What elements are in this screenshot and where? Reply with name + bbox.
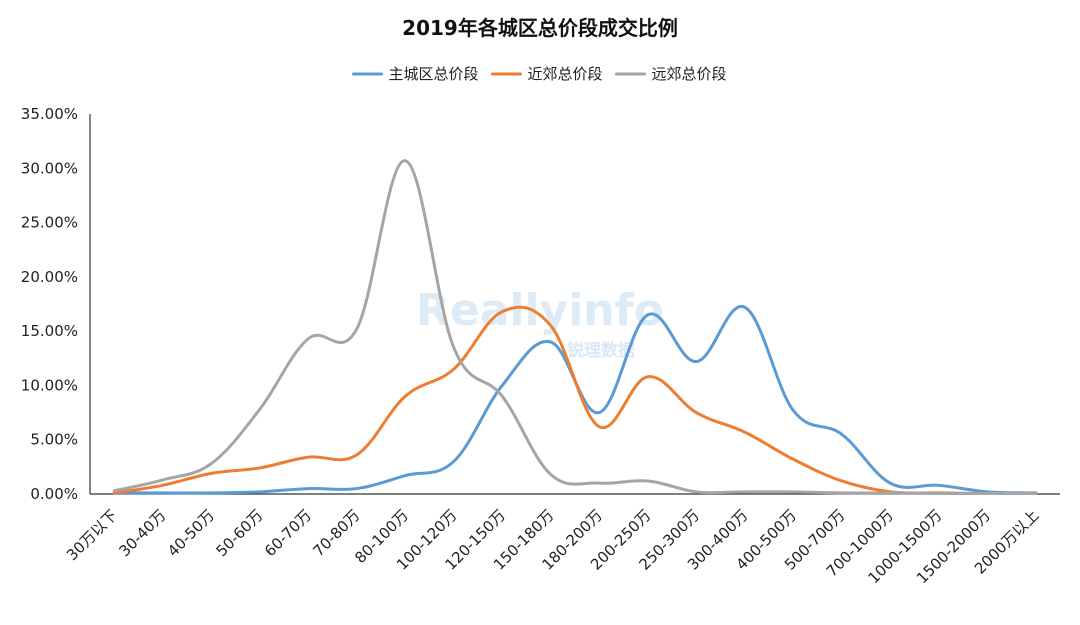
y-tick-label: 0.00% xyxy=(30,485,78,503)
series-line-3 xyxy=(112,159,1038,495)
legend-item: 近郊总价段 xyxy=(491,65,603,83)
x-tick-label: 50-60万 xyxy=(212,506,266,560)
y-tick-label: 25.00% xyxy=(21,214,78,232)
x-tick-label: 30-40万 xyxy=(115,506,169,560)
legend-label: 近郊总价段 xyxy=(528,65,603,83)
series-line-1 xyxy=(112,305,1038,495)
chart-title: 2019年各城区总价段成交比例 xyxy=(402,16,678,40)
legend-item: 主城区总价段 xyxy=(352,65,479,83)
watermark-subtext: 锐理数据 xyxy=(567,340,635,361)
x-tick-label: 60-70万 xyxy=(261,506,315,560)
y-tick-label: 20.00% xyxy=(21,268,78,286)
y-axis-ticks: 0.00% 5.00% 10.00% 15.00% 20.00% 25.00% 30.00%… xyxy=(21,105,78,503)
y-tick-label: 30.00% xyxy=(21,159,78,177)
y-tick-label: 5.00% xyxy=(30,431,78,449)
legend-label: 远郊总价段 xyxy=(652,65,727,83)
legend-item: 远郊总价段 xyxy=(615,65,727,83)
series-lines xyxy=(112,159,1038,495)
y-tick-label: 10.00% xyxy=(21,376,78,394)
series-line-2 xyxy=(112,305,1038,495)
x-axis-ticks: 30万以下30-40万40-50万50-60万60-70万70-80万80-10… xyxy=(63,506,1043,587)
watermark-text: Reallyinfo xyxy=(416,285,664,336)
legend: 主城区总价段 近郊总价段 远郊总价段 xyxy=(352,65,727,83)
x-tick-label: 40-50万 xyxy=(164,506,218,560)
legend-label: 主城区总价段 xyxy=(389,65,479,83)
x-tick-label: 30万以下 xyxy=(63,506,121,564)
y-tick-label: 15.00% xyxy=(21,322,78,340)
watermark: Reallyinfo 锐理数据 xyxy=(416,285,664,361)
y-tick-label: 35.00% xyxy=(21,105,78,123)
